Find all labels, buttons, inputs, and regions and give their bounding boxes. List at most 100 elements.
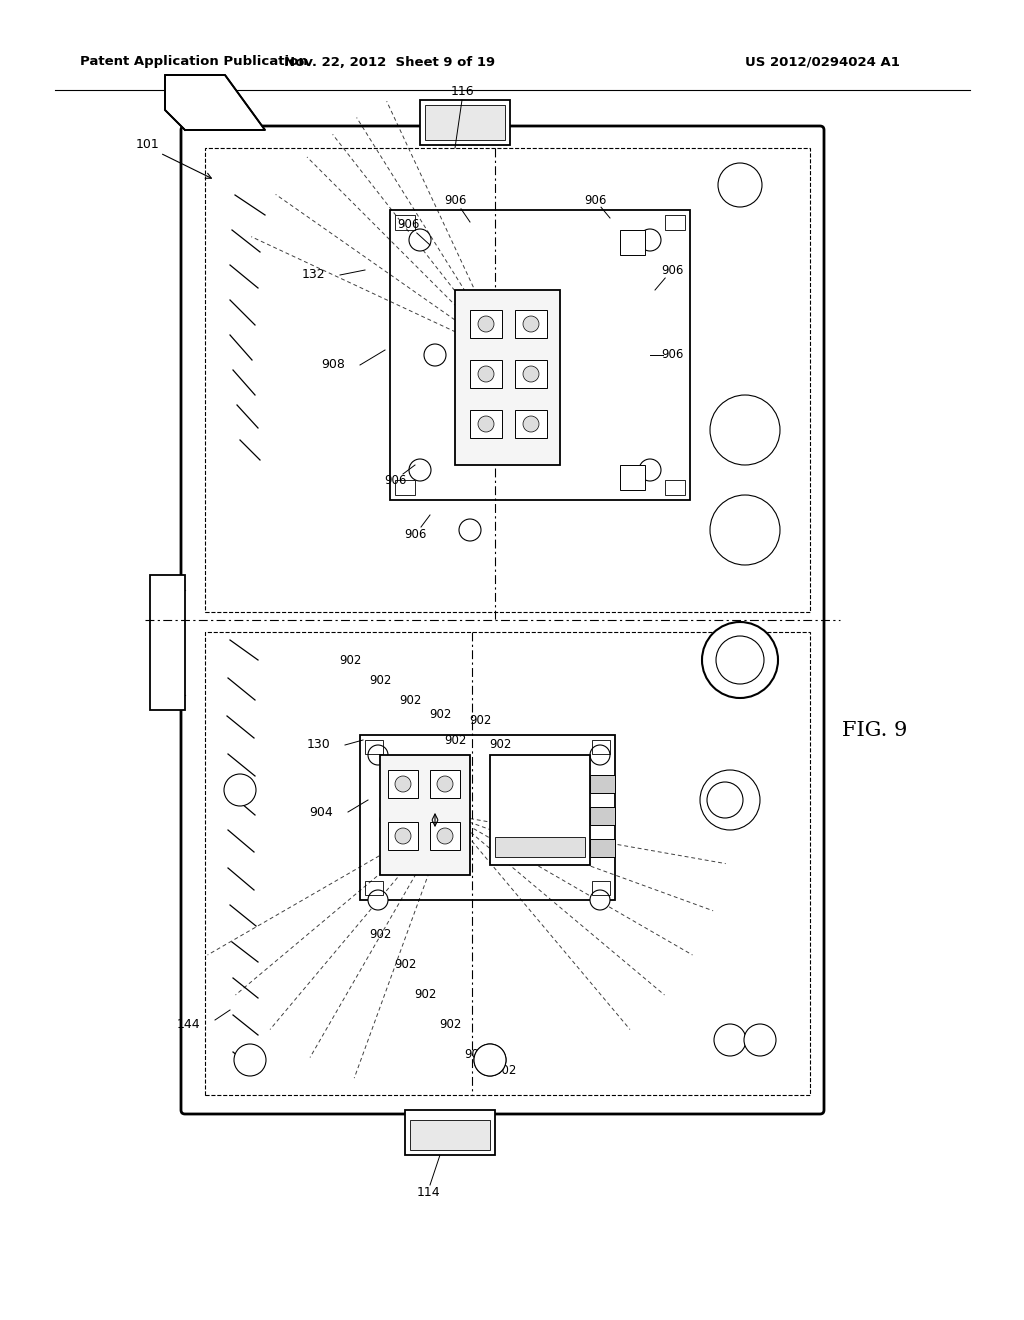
Circle shape bbox=[716, 636, 764, 684]
Bar bbox=[590, 807, 615, 825]
Circle shape bbox=[424, 345, 446, 366]
Circle shape bbox=[368, 744, 388, 766]
Bar bbox=[665, 215, 685, 230]
Bar bbox=[592, 741, 610, 754]
Text: 902: 902 bbox=[369, 673, 391, 686]
Circle shape bbox=[478, 366, 494, 381]
Bar bbox=[620, 465, 645, 490]
Circle shape bbox=[705, 644, 736, 676]
Bar bbox=[150, 576, 185, 710]
Circle shape bbox=[523, 416, 539, 432]
Bar bbox=[515, 411, 547, 438]
Bar bbox=[515, 360, 547, 388]
Polygon shape bbox=[165, 75, 265, 129]
Bar bbox=[365, 741, 383, 754]
Bar bbox=[455, 290, 560, 465]
Text: 101: 101 bbox=[136, 139, 160, 152]
Text: 908: 908 bbox=[322, 359, 345, 371]
Circle shape bbox=[368, 890, 388, 909]
Text: 906: 906 bbox=[384, 474, 407, 487]
Text: 902: 902 bbox=[488, 738, 511, 751]
Text: 906: 906 bbox=[397, 219, 419, 231]
Text: 902: 902 bbox=[414, 989, 436, 1002]
Bar bbox=[592, 880, 610, 895]
Text: 132: 132 bbox=[301, 268, 325, 281]
Bar bbox=[380, 755, 470, 875]
Text: Patent Application Publication: Patent Application Publication bbox=[80, 55, 308, 69]
Text: US 2012/0294024 A1: US 2012/0294024 A1 bbox=[745, 55, 900, 69]
Bar bbox=[665, 480, 685, 495]
Bar bbox=[470, 310, 502, 338]
Text: 902: 902 bbox=[494, 1064, 516, 1077]
Text: 902: 902 bbox=[394, 958, 416, 972]
Bar bbox=[410, 1119, 490, 1150]
Circle shape bbox=[478, 416, 494, 432]
Circle shape bbox=[395, 828, 411, 843]
Bar bbox=[205, 632, 810, 1096]
Bar bbox=[395, 480, 415, 495]
Circle shape bbox=[523, 366, 539, 381]
Bar bbox=[388, 770, 418, 799]
Bar bbox=[205, 148, 810, 612]
Text: 902: 902 bbox=[499, 763, 521, 776]
Text: 902: 902 bbox=[469, 714, 492, 726]
Text: 902: 902 bbox=[398, 693, 421, 706]
Circle shape bbox=[437, 776, 453, 792]
Text: 902: 902 bbox=[339, 653, 361, 667]
Circle shape bbox=[744, 1024, 776, 1056]
Circle shape bbox=[474, 1044, 506, 1076]
Circle shape bbox=[459, 519, 481, 541]
Circle shape bbox=[639, 459, 662, 480]
Text: 144: 144 bbox=[176, 1019, 200, 1031]
Text: 902: 902 bbox=[439, 1019, 461, 1031]
Bar bbox=[620, 230, 645, 255]
Bar bbox=[490, 755, 590, 865]
Text: 902: 902 bbox=[443, 734, 466, 747]
Text: FIG. 9: FIG. 9 bbox=[843, 721, 907, 739]
Circle shape bbox=[234, 1044, 266, 1076]
Circle shape bbox=[523, 315, 539, 333]
Circle shape bbox=[590, 890, 610, 909]
Text: 906: 906 bbox=[403, 528, 426, 541]
Bar bbox=[495, 837, 585, 857]
Text: 902: 902 bbox=[429, 709, 452, 722]
Text: 116: 116 bbox=[451, 84, 474, 98]
Text: 906: 906 bbox=[660, 348, 683, 362]
Circle shape bbox=[702, 622, 778, 698]
Bar bbox=[406, 1110, 495, 1155]
Text: 906: 906 bbox=[443, 194, 466, 206]
Circle shape bbox=[474, 1044, 506, 1076]
Text: Nov. 22, 2012  Sheet 9 of 19: Nov. 22, 2012 Sheet 9 of 19 bbox=[285, 55, 496, 69]
Circle shape bbox=[710, 395, 780, 465]
Text: 902: 902 bbox=[369, 928, 391, 941]
Circle shape bbox=[714, 1024, 746, 1056]
Circle shape bbox=[395, 776, 411, 792]
Bar bbox=[395, 215, 415, 230]
Circle shape bbox=[718, 162, 762, 207]
Text: 904: 904 bbox=[309, 805, 333, 818]
Bar bbox=[590, 840, 615, 857]
Bar bbox=[390, 210, 690, 500]
Circle shape bbox=[224, 774, 256, 807]
Text: 906: 906 bbox=[584, 194, 606, 206]
Circle shape bbox=[707, 781, 743, 818]
Text: 902: 902 bbox=[464, 1048, 486, 1061]
Circle shape bbox=[590, 744, 610, 766]
Bar bbox=[360, 735, 615, 900]
Circle shape bbox=[478, 315, 494, 333]
Bar bbox=[430, 770, 460, 799]
Circle shape bbox=[380, 810, 400, 830]
Bar bbox=[388, 822, 418, 850]
Text: 906: 906 bbox=[660, 264, 683, 276]
Text: 130: 130 bbox=[306, 738, 330, 751]
Circle shape bbox=[639, 228, 662, 251]
Bar bbox=[470, 411, 502, 438]
Bar bbox=[430, 822, 460, 850]
Bar bbox=[365, 880, 383, 895]
Circle shape bbox=[437, 828, 453, 843]
Bar bbox=[425, 106, 505, 140]
Bar bbox=[420, 100, 510, 145]
Text: 114: 114 bbox=[416, 1185, 440, 1199]
Bar bbox=[590, 775, 615, 793]
Circle shape bbox=[409, 459, 431, 480]
